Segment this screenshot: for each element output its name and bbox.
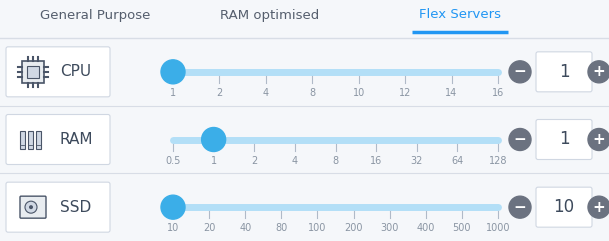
Text: 80: 80 — [275, 223, 287, 233]
Circle shape — [161, 195, 185, 219]
FancyBboxPatch shape — [36, 130, 41, 148]
Text: 20: 20 — [203, 223, 216, 233]
Text: SSD: SSD — [60, 200, 91, 215]
Text: 0.5: 0.5 — [165, 155, 181, 166]
Text: 2: 2 — [251, 155, 258, 166]
Text: +: + — [593, 64, 605, 79]
Text: 128: 128 — [489, 155, 507, 166]
Text: RAM: RAM — [59, 132, 93, 147]
Text: 10: 10 — [353, 88, 365, 98]
FancyBboxPatch shape — [536, 120, 592, 160]
Text: 1000: 1000 — [486, 223, 510, 233]
Text: 1: 1 — [211, 155, 217, 166]
Text: 1: 1 — [558, 63, 569, 81]
Circle shape — [161, 60, 185, 84]
Text: 10: 10 — [167, 223, 179, 233]
Text: −: − — [513, 200, 526, 215]
Text: 64: 64 — [451, 155, 463, 166]
Text: −: − — [513, 64, 526, 79]
FancyBboxPatch shape — [22, 61, 44, 83]
Text: 32: 32 — [410, 155, 423, 166]
Text: 200: 200 — [344, 223, 363, 233]
Text: 4: 4 — [292, 155, 298, 166]
Text: 16: 16 — [492, 88, 504, 98]
Circle shape — [25, 201, 37, 213]
FancyBboxPatch shape — [27, 66, 39, 78]
Text: 8: 8 — [309, 88, 315, 98]
FancyBboxPatch shape — [6, 47, 110, 97]
Circle shape — [588, 128, 609, 150]
FancyBboxPatch shape — [20, 130, 25, 148]
Text: 8: 8 — [333, 155, 339, 166]
Text: 100: 100 — [308, 223, 326, 233]
Text: 400: 400 — [417, 223, 435, 233]
Text: −: − — [513, 132, 526, 147]
FancyBboxPatch shape — [28, 130, 33, 148]
Circle shape — [29, 205, 33, 209]
FancyBboxPatch shape — [20, 196, 46, 218]
FancyBboxPatch shape — [536, 52, 592, 92]
Text: 40: 40 — [239, 223, 252, 233]
Text: +: + — [593, 200, 605, 215]
Text: 1: 1 — [558, 130, 569, 148]
FancyBboxPatch shape — [536, 187, 592, 227]
Circle shape — [588, 196, 609, 218]
Text: 14: 14 — [445, 88, 458, 98]
Text: +: + — [593, 132, 605, 147]
FancyBboxPatch shape — [6, 182, 110, 232]
Text: 12: 12 — [399, 88, 411, 98]
Text: 500: 500 — [452, 223, 471, 233]
Text: 16: 16 — [370, 155, 382, 166]
Circle shape — [202, 127, 225, 152]
Text: 4: 4 — [263, 88, 269, 98]
Text: Flex Servers: Flex Servers — [419, 8, 501, 21]
Circle shape — [588, 61, 609, 83]
FancyBboxPatch shape — [6, 114, 110, 165]
Circle shape — [509, 196, 531, 218]
Circle shape — [509, 128, 531, 150]
Text: General Purpose: General Purpose — [40, 8, 150, 21]
Circle shape — [509, 61, 531, 83]
Text: 300: 300 — [381, 223, 399, 233]
Text: 10: 10 — [554, 198, 574, 216]
Text: 2: 2 — [216, 88, 222, 98]
Text: RAM optimised: RAM optimised — [220, 8, 320, 21]
Text: 1: 1 — [170, 88, 176, 98]
Text: CPU: CPU — [60, 64, 91, 79]
